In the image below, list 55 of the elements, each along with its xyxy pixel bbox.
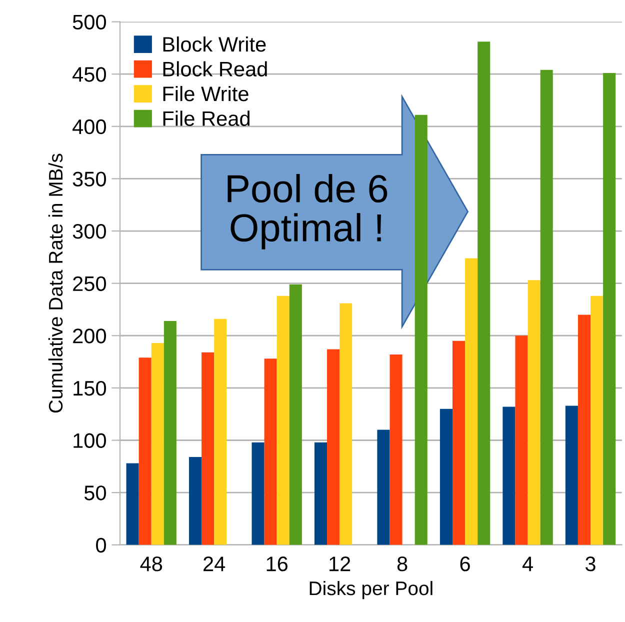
- bar: [289, 284, 302, 545]
- bar: [515, 336, 528, 545]
- y-tick-label: 50: [84, 486, 106, 500]
- annotation: Pool de 6 Optimal !: [228, 174, 388, 250]
- bar: [151, 342, 164, 545]
- bar: [126, 463, 139, 545]
- bar: [565, 406, 578, 545]
- bar: [603, 73, 616, 545]
- x-tick-label: 4: [522, 556, 533, 572]
- bar: [276, 296, 290, 545]
- bar: [202, 352, 214, 545]
- bar: [528, 280, 540, 545]
- x-tick-label: 24: [204, 556, 226, 572]
- bar: [452, 340, 466, 545]
- bar: [189, 456, 202, 545]
- legend-label: Block Write: [163, 36, 266, 52]
- legend-label: File Read: [163, 110, 250, 126]
- x-tick-label: 3: [586, 556, 596, 572]
- y-tick-label: 400: [72, 119, 106, 134]
- bar: [590, 296, 604, 545]
- bar: [264, 358, 277, 545]
- bar: [478, 42, 490, 545]
- bar: [540, 70, 553, 545]
- y-tick-label: 100: [74, 433, 106, 448]
- y-axis-title: Cumulative Data Rate in MB/s: [48, 154, 63, 413]
- bar: [138, 358, 152, 545]
- y-tick-label: 200: [73, 328, 106, 344]
- bar: [440, 408, 452, 545]
- x-tick-label: 8: [397, 556, 408, 572]
- bar: [414, 114, 428, 545]
- bar: [390, 354, 402, 545]
- bar: [502, 406, 516, 545]
- bar: [164, 320, 176, 545]
- x-tick-label: 6: [460, 556, 470, 572]
- x-tick-label: 12: [330, 556, 350, 572]
- bar: [578, 314, 591, 545]
- y-tick-label: 0: [96, 538, 106, 553]
- y-tick-label: 250: [73, 276, 106, 292]
- y-tick-label: 450: [72, 67, 106, 82]
- bar: [314, 442, 328, 545]
- y-tick-label: 500: [72, 14, 106, 30]
- x-tick-label: 48: [140, 556, 162, 572]
- legend-label: File Write: [163, 86, 248, 102]
- y-tick-label: 350: [72, 172, 106, 186]
- y-tick-label: 300: [72, 224, 106, 239]
- bar: [465, 258, 478, 545]
- bar: [214, 318, 227, 545]
- legend-label: Block Read: [163, 61, 267, 77]
- bar: [377, 430, 390, 545]
- y-tick-label: 150: [74, 380, 106, 396]
- bar: [252, 442, 264, 545]
- x-axis-title: Disks per Pool: [310, 580, 432, 600]
- bar: [340, 303, 352, 545]
- x-tick-label: 16: [266, 556, 288, 572]
- bar: [327, 349, 340, 545]
